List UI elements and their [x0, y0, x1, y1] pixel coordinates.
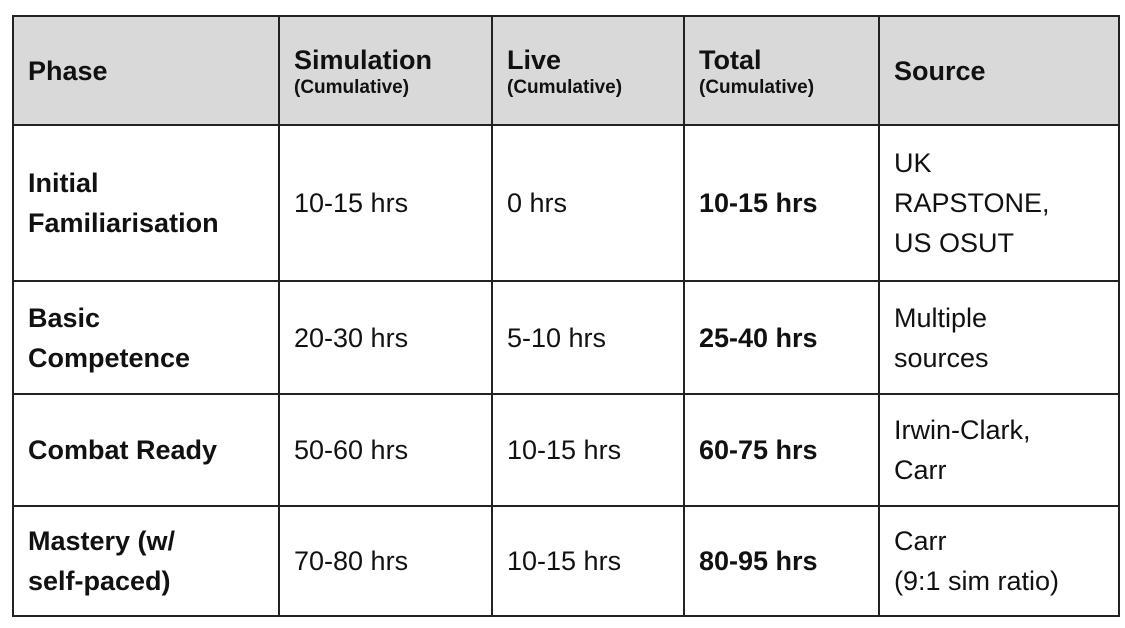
simulation-cell: 10-15 hrs [278, 124, 493, 282]
phase-line: Mastery (w/ [28, 526, 176, 556]
data-table: Phase Simulation (Cumulative) Live (Cumulati… [12, 15, 1120, 617]
phase-line: self-paced) [28, 566, 171, 596]
live-cell: 0 hrs [491, 124, 685, 282]
table-row: Mastery (w/self-paced) 70-80 hrs 10-15 hrs… [12, 505, 1120, 617]
header-row: Phase Simulation (Cumulative) Live (Cumulati… [12, 15, 1120, 126]
phase-cell: Combat Ready [12, 393, 280, 507]
header-cell: Simulation (Cumulative) [278, 15, 493, 126]
header-title: Total [699, 44, 762, 75]
header-title: Phase [28, 55, 108, 86]
source-line: RAPSTONE, [894, 188, 1050, 218]
header-title: Source [894, 55, 986, 86]
source-line: (9:1 sim ratio) [894, 566, 1060, 596]
phase-line: Competence [28, 342, 191, 373]
phase-cell: Initial Familiarisation [12, 124, 280, 282]
source-line: sources [894, 342, 989, 373]
total-cell: 25-40 hrs [683, 280, 880, 395]
table-row: Combat Ready 50-60 hrs 10-15 hrs 60-75 hrs I… [12, 393, 1120, 507]
live-cell: 10-15 hrs [491, 505, 685, 617]
source-line: Carr [894, 526, 947, 556]
header-cell: Live (Cumulative) [491, 15, 685, 126]
phase-line: Familiarisation [28, 208, 219, 238]
source-cell: Irwin-Clark, Carr [878, 393, 1120, 507]
table-body: Initial Familiarisation 10-15 hrs 0 hrs 10-1… [12, 124, 1120, 617]
phase-line: Initial [28, 168, 99, 198]
source-line: Irwin-Clark, [894, 415, 1031, 445]
phase-line: Combat Ready [28, 435, 218, 465]
phase-cell: Mastery (w/self-paced) [12, 505, 280, 617]
simulation-cell: 50-60 hrs [278, 393, 493, 507]
header-cell: Phase [12, 15, 280, 126]
table-row: Basic Competence 20-30 hrs 5-10 hrs 25-40 hr… [12, 280, 1120, 395]
total-cell: 60-75 hrs [683, 393, 880, 507]
phase-cell: Basic Competence [12, 280, 280, 395]
header-title: Live [507, 44, 562, 75]
header-title: Simulation [294, 44, 433, 75]
phase-line: Basic [28, 302, 101, 333]
source-line: Multiple [894, 302, 988, 333]
total-cell: 10-15 hrs [683, 124, 880, 282]
header-cell: Source [878, 15, 1120, 126]
source-line: Carr [894, 455, 947, 485]
source-cell: Multiple sources [878, 280, 1120, 395]
live-cell: 10-15 hrs [491, 393, 685, 507]
header-cell: Total (Cumulative) [683, 15, 880, 126]
total-cell: 80-95 hrs [683, 505, 880, 617]
live-cell: 5-10 hrs [491, 280, 685, 395]
simulation-cell: 20-30 hrs [278, 280, 493, 395]
source-line: US OSUT [894, 228, 1015, 258]
table-header: Phase Simulation (Cumulative) Live (Cumulati… [12, 15, 1120, 126]
header-note: (Cumulative) [699, 76, 815, 98]
header-note: (Cumulative) [294, 76, 410, 98]
source-line: UK [894, 148, 932, 178]
header-note: (Cumulative) [507, 76, 623, 98]
table-row: Initial Familiarisation 10-15 hrs 0 hrs 10-1… [12, 124, 1120, 282]
source-cell: Carr (9:1 sim ratio) [878, 505, 1120, 617]
source-cell: UK RAPSTONE, US OSUT [878, 124, 1120, 282]
simulation-cell: 70-80 hrs [278, 505, 493, 617]
